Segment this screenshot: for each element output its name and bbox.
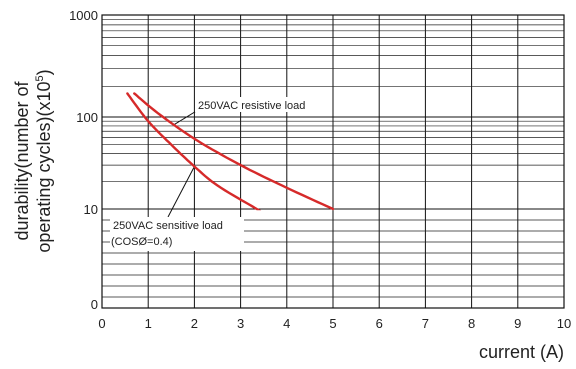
y-tick-label: 100 [76, 110, 98, 125]
x-tick-label: 10 [557, 316, 571, 331]
resistive-load-leader-line [173, 109, 199, 126]
x-tick-label: 6 [376, 316, 383, 331]
y-tick-labels: 0 10 100 1000 [69, 8, 98, 312]
y-tick-label: 10 [84, 202, 98, 217]
x-tick-label: 4 [283, 316, 290, 331]
curves [126, 92, 335, 211]
sensitive-load-curve [126, 92, 262, 211]
x-tick-label: 2 [191, 316, 198, 331]
y-tick-label: 1000 [69, 8, 98, 23]
annotations: 250VAC resistive load 250VAC sensitive l… [110, 97, 321, 251]
y-tick-label: 0 [91, 297, 98, 312]
x-tick-labels: 0 1 2 3 4 5 6 7 8 9 10 [98, 316, 571, 331]
x-tick-label: 3 [237, 316, 244, 331]
sensitive-load-label: 250VAC sensitive load [113, 220, 223, 232]
resistive-load-label: 250VAC resistive load [198, 100, 305, 112]
sensitive-load-label-bg [110, 217, 244, 251]
x-tick-label: 5 [329, 316, 336, 331]
sensitive-load-leader-line [167, 166, 195, 218]
sensitive-load-label-cos: (COSØ=0.4) [111, 236, 172, 248]
y-axis-title-end: ) [34, 69, 54, 75]
plot-frame [101, 14, 565, 309]
x-tick-label: 0 [98, 316, 105, 331]
y-axis-title-line2: operating cycles)(x105) [34, 69, 54, 252]
y-axis-title-superscript: 5 [34, 75, 46, 81]
x-tick-label: 7 [422, 316, 429, 331]
resistive-load-curve [133, 92, 335, 211]
y-axis-title-main: operating cycles)(x10 [34, 82, 54, 253]
grid [102, 15, 564, 308]
resistive-load-label-bg [195, 97, 321, 112]
y-axis-title-line1: durability(number of [12, 80, 32, 240]
x-tick-label: 1 [145, 316, 152, 331]
x-axis-title: current (A) [479, 342, 564, 362]
x-tick-label: 8 [468, 316, 475, 331]
x-tick-label: 9 [514, 316, 521, 331]
